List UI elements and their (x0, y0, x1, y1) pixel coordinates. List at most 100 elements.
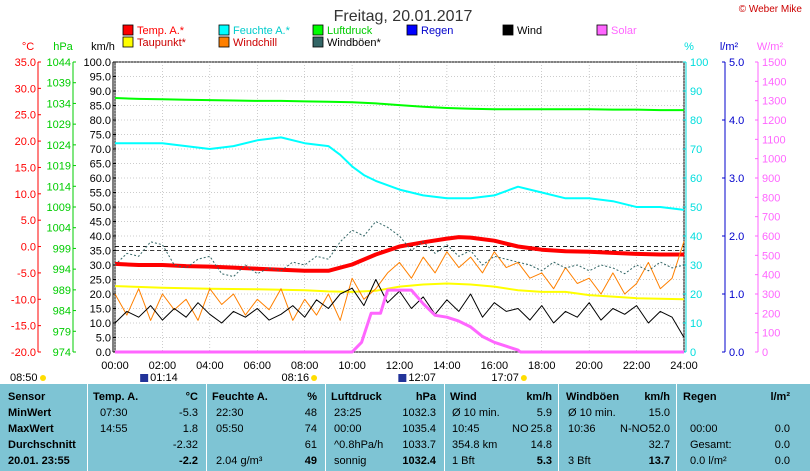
table-cell: 3 Bft (568, 455, 591, 467)
table-cell: 48 (304, 407, 317, 419)
table-header: Temp. A. (93, 391, 139, 403)
tick-label: 1300 (762, 96, 786, 108)
table-cell: ^0.8hPa/h (334, 439, 384, 451)
tick-label: 20.0 (15, 136, 36, 148)
table-header-unit: °C (185, 391, 198, 403)
tick-label: 60 (690, 173, 702, 185)
credit-text: © Weber Mike (738, 4, 802, 15)
table-header-unit: l/m² (770, 391, 790, 403)
tick-label: 45.0 (90, 217, 111, 229)
legend-swatch (312, 36, 324, 48)
tick-label: 994 (53, 264, 71, 276)
series-line-feuchtea (115, 136, 685, 211)
legend-label: Wind (517, 25, 542, 37)
table-row-label: MaxWert (8, 423, 54, 435)
table-cell: 10:36 (568, 423, 596, 435)
lm2-axis-label: l/m² (720, 41, 739, 53)
tick-label: 1.0 (729, 289, 744, 301)
tick-label: 1014 (47, 181, 71, 193)
table-header: Wind (450, 391, 477, 403)
table-cell: Ø 10 min. (452, 407, 500, 419)
tick-label: 200 (762, 308, 780, 320)
legend-swatch (406, 24, 418, 36)
table-cell: 61 (304, 439, 317, 451)
legend-swatch (502, 24, 514, 36)
table-cell: 10:45 (452, 423, 480, 435)
table-divider (558, 384, 559, 471)
table-cell: 1032.3 (402, 407, 436, 419)
tick-label: -10.0 (11, 294, 36, 306)
tick-label: -20.0 (11, 347, 36, 359)
tick-label: 0 (762, 347, 768, 359)
table-cell: 49 (304, 455, 317, 467)
x-tick-label: 16:00 (481, 360, 509, 372)
table-header: Windböen (566, 391, 620, 403)
series-line-tempa (114, 235, 684, 273)
table-row-label: Durchschnitt (8, 439, 76, 451)
tick-label: 0.0 (21, 242, 36, 254)
tick-label: 85.0 (90, 101, 111, 113)
tick-label: 25.0 (90, 275, 111, 287)
table-cell: 05:50 (216, 423, 244, 435)
celsius-axis-label: °C (22, 41, 34, 53)
legend-label: Luftdruck (327, 25, 373, 37)
tick-label: 999 (53, 243, 71, 255)
moon-icon (140, 374, 149, 382)
tick-label: 80 (690, 115, 702, 127)
kmh-axis-label: km/h (91, 41, 115, 53)
tick-label: 35.0 (15, 57, 36, 69)
table-header-unit: km/h (644, 391, 670, 403)
tick-label: 40 (690, 231, 702, 243)
tick-label: 1039 (47, 78, 71, 90)
table-divider (87, 384, 88, 471)
table-cell: -2.32 (172, 439, 198, 451)
table-cell: 1035.4 (402, 423, 436, 435)
tick-label: 10.0 (90, 318, 111, 330)
tick-label: 500 (762, 250, 780, 262)
sun-icon (40, 375, 46, 381)
tick-label: 80.0 (90, 115, 111, 127)
table-cell: 15.0 (648, 407, 670, 419)
table-cell: Ø 10 min. (568, 407, 616, 419)
tick-label: 10 (690, 318, 702, 330)
series-line-windchill (114, 241, 685, 321)
table-cell: 0.0 (774, 455, 790, 467)
x-tick-label: 06:00 (243, 360, 271, 372)
tick-label: 5.0 (21, 215, 36, 227)
series-line-taupunkt (114, 282, 685, 301)
table-divider (676, 384, 677, 471)
tick-label: 300 (762, 289, 780, 301)
x-tick-label: 10:00 (338, 360, 366, 372)
x-tick-label: 02:00 (149, 360, 177, 372)
tick-label: 1034 (47, 98, 71, 110)
tick-label: 100 (762, 328, 780, 340)
table-header-unit: % (307, 391, 317, 403)
tick-label: 20.0 (90, 289, 111, 301)
legend-label: Windchill (233, 37, 277, 49)
tick-label: 1019 (47, 161, 71, 173)
x-tick-label: 04:00 (196, 360, 224, 372)
table-header: Feuchte A. (212, 391, 268, 403)
tick-label: 90.0 (90, 86, 111, 98)
tick-label: 989 (53, 285, 71, 297)
x-tick-label: 08:00 (291, 360, 319, 372)
table-header: Sensor (8, 391, 46, 403)
tick-label: 0.0 (729, 347, 744, 359)
tick-label: 1044 (47, 57, 71, 69)
tick-label: 1200 (762, 115, 786, 127)
tick-label: 50 (690, 202, 702, 214)
table-cell: 52.0 (648, 423, 670, 435)
tick-label: 35.0 (90, 246, 111, 258)
table-cell: 1033.7 (402, 439, 436, 451)
tick-label: 3.0 (729, 173, 744, 185)
table-header-unit: hPa (415, 391, 436, 403)
legend-swatch (122, 24, 134, 36)
table-cell: 0.0 l/m² (690, 455, 727, 467)
table-cell: N-NO (620, 423, 649, 435)
x-tick-label: 22:00 (623, 360, 651, 372)
tick-label: 1500 (762, 57, 786, 69)
summary-table: Sensor Temp. A. °C Feuchte A.% Luftdruck hPa W… (0, 384, 810, 471)
tick-label: 400 (762, 270, 780, 282)
table-cell: sonnig (334, 455, 367, 467)
tick-label: 5.0 (96, 333, 111, 345)
